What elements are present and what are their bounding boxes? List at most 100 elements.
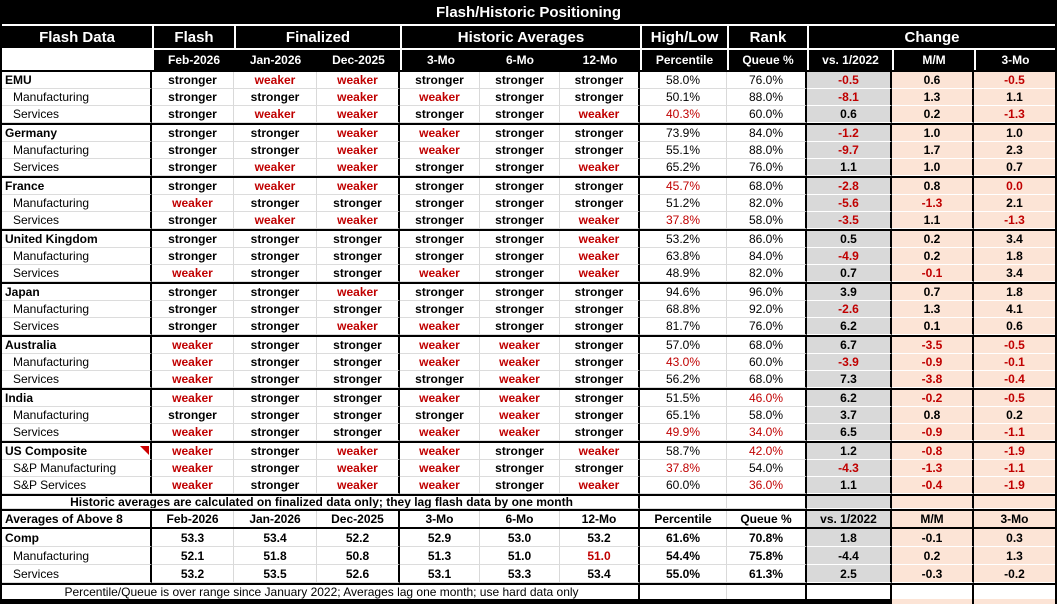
- column-header-jan-2026: Jan-2026: [234, 50, 317, 70]
- cell: stronger: [480, 159, 560, 176]
- averages-header-row: Averages of Above 8 Feb-2026 Jan-2026 De…: [2, 509, 1055, 529]
- cell: 63.8%: [640, 248, 727, 265]
- cell: 1.1: [807, 159, 892, 176]
- cell: weaker: [234, 72, 317, 89]
- cell: 84.0%: [727, 125, 807, 142]
- cell: stronger: [560, 460, 640, 477]
- table-row: Services weaker stronger stronger stronger we…: [2, 371, 1055, 388]
- cell: weaker: [234, 212, 317, 229]
- cell: weaker: [317, 284, 400, 301]
- cell: stronger: [234, 477, 317, 494]
- cell: stronger: [400, 371, 480, 388]
- cell: stronger: [480, 265, 560, 282]
- cell: stronger: [317, 231, 400, 248]
- cell: stronger: [152, 212, 234, 229]
- cell: -0.8: [892, 443, 974, 460]
- cell: stronger: [480, 195, 560, 212]
- cell: 65.2%: [640, 159, 727, 176]
- row-label: US Composite: [2, 443, 152, 460]
- cell: stronger: [152, 89, 234, 106]
- filler-cell: [807, 496, 892, 509]
- table-row: Services weaker stronger stronger weaker weak…: [2, 424, 1055, 441]
- table-row: Comp 53.3 53.4 52.2 52.9 53.0 53.2 61.6% 70.8% 1.…: [2, 529, 1055, 547]
- cell: stronger: [400, 248, 480, 265]
- cell: -1.3: [892, 460, 974, 477]
- cell: 45.7%: [640, 178, 727, 195]
- table-row: Manufacturing weaker stronger stronger stron…: [2, 195, 1055, 212]
- cell: weaker: [480, 407, 560, 424]
- cell: stronger: [560, 125, 640, 142]
- cell: weaker: [400, 337, 480, 354]
- cell: stronger: [152, 159, 234, 176]
- avg-column-header: Feb-2026: [152, 511, 234, 527]
- country-blocks: EMU stronger weaker weaker stronger stronger s…: [2, 70, 1055, 494]
- cell: 3.9: [807, 284, 892, 301]
- row-label: Services: [2, 371, 152, 388]
- cell: stronger: [317, 195, 400, 212]
- column-header-queue: Queue %: [727, 50, 807, 70]
- cell: 58.0%: [640, 72, 727, 89]
- column-header-mm: M/M: [892, 50, 974, 70]
- cell: -1.9: [974, 443, 1055, 460]
- cell: 68.8%: [640, 301, 727, 318]
- column-header-empty: [2, 50, 152, 70]
- cell: weaker: [560, 248, 640, 265]
- table-row: Services stronger weaker weaker stronger stro…: [2, 159, 1055, 176]
- cell: 82.0%: [727, 265, 807, 282]
- country-block: EMU stronger weaker weaker stronger stronger s…: [2, 70, 1055, 123]
- cell: 53.2: [152, 565, 234, 583]
- cell: weaker: [400, 477, 480, 494]
- cell: weaker: [317, 178, 400, 195]
- table-row: Japan stronger stronger weaker stronger stron…: [2, 284, 1055, 301]
- cell: 76.0%: [727, 72, 807, 89]
- cell: weaker: [152, 390, 234, 407]
- cell: stronger: [560, 89, 640, 106]
- table-row: Manufacturing stronger stronger stronger str…: [2, 301, 1055, 318]
- cell: weaker: [152, 460, 234, 477]
- cell: weaker: [560, 477, 640, 494]
- column-header-percentile: Percentile: [640, 50, 727, 70]
- cell: 73.9%: [640, 125, 727, 142]
- cell: stronger: [234, 460, 317, 477]
- cell: -1.1: [974, 460, 1055, 477]
- cell: 60.0%: [727, 354, 807, 371]
- cell: weaker: [317, 72, 400, 89]
- column-header-12mo: 12-Mo: [560, 50, 640, 70]
- column-header-3mo-change: 3-Mo: [974, 50, 1055, 70]
- cell: -0.1: [974, 354, 1055, 371]
- cell: 51.2%: [640, 195, 727, 212]
- cell: 60.0%: [727, 106, 807, 123]
- cell: 1.1: [807, 477, 892, 494]
- cell: 81.7%: [640, 318, 727, 335]
- cell: 53.1: [400, 565, 480, 583]
- row-label: S&P Services: [2, 477, 152, 494]
- cell: 2.3: [974, 142, 1055, 159]
- cell: 0.0: [974, 178, 1055, 195]
- header-group-rank: Rank: [727, 26, 807, 50]
- cell: 0.8: [892, 407, 974, 424]
- cell: 36.0%: [727, 477, 807, 494]
- cell: stronger: [480, 284, 560, 301]
- header-group-high-low: High/Low: [640, 26, 727, 50]
- cell: stronger: [152, 231, 234, 248]
- bottom-strip-segment: [2, 599, 892, 604]
- table-row: S&P Manufacturing weaker stronger weaker wea…: [2, 460, 1055, 477]
- cell: weaker: [560, 265, 640, 282]
- cell: weaker: [152, 195, 234, 212]
- cell: 76.0%: [727, 318, 807, 335]
- cell: stronger: [560, 301, 640, 318]
- row-label: Services: [2, 424, 152, 441]
- cell: 1.3: [892, 89, 974, 106]
- cell: weaker: [234, 178, 317, 195]
- cell: stronger: [317, 354, 400, 371]
- cell: -2.8: [807, 178, 892, 195]
- cell: 0.5: [807, 231, 892, 248]
- filler-cell: [640, 585, 727, 599]
- table-row: US Composite weaker stronger weaker weaker st…: [2, 443, 1055, 460]
- cell: 1.0: [892, 159, 974, 176]
- cell: stronger: [317, 390, 400, 407]
- cell: 0.6: [807, 106, 892, 123]
- column-header-3mo: 3-Mo: [400, 50, 480, 70]
- cell: stronger: [317, 407, 400, 424]
- cell: weaker: [317, 318, 400, 335]
